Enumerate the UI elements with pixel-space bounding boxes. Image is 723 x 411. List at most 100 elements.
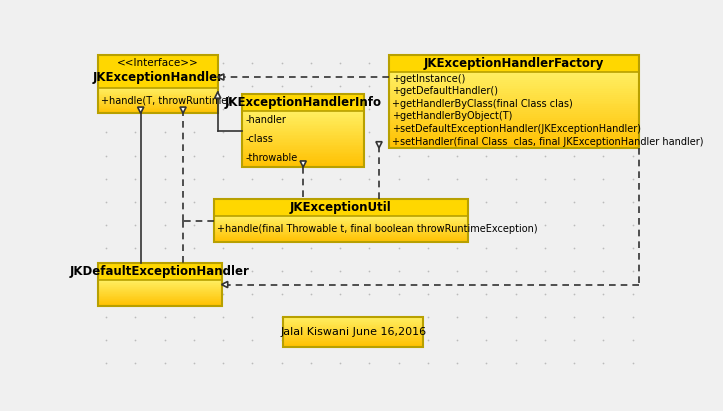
Polygon shape	[180, 107, 186, 113]
Bar	[214, 219, 468, 221]
Bar	[389, 84, 639, 86]
Bar	[242, 150, 364, 152]
Bar	[242, 131, 364, 132]
Bar	[389, 125, 639, 127]
Bar	[214, 225, 468, 226]
Polygon shape	[137, 107, 144, 113]
Bar	[98, 294, 221, 296]
Bar	[214, 238, 468, 239]
Text: JKDefaultExceptionHandler: JKDefaultExceptionHandler	[70, 266, 250, 278]
Bar	[98, 102, 218, 104]
Bar	[389, 144, 639, 146]
Bar	[214, 228, 468, 229]
Bar	[98, 280, 221, 282]
Bar	[242, 118, 364, 120]
Bar	[214, 229, 468, 230]
Polygon shape	[221, 282, 228, 288]
Bar	[98, 104, 218, 105]
Bar	[389, 78, 639, 81]
Bar	[98, 112, 218, 113]
Bar	[214, 232, 468, 233]
Bar	[389, 99, 639, 101]
Bar	[283, 346, 423, 347]
Polygon shape	[376, 142, 382, 148]
Bar	[242, 112, 364, 114]
Bar	[242, 146, 364, 148]
Bar	[389, 74, 639, 76]
Bar	[242, 114, 364, 115]
Bar	[389, 123, 639, 126]
Bar	[242, 141, 364, 142]
Bar	[214, 218, 468, 219]
Bar	[389, 118, 639, 120]
Bar	[98, 300, 221, 301]
Bar	[389, 135, 639, 137]
Bar	[389, 110, 639, 113]
Bar	[242, 164, 364, 166]
Bar	[389, 114, 639, 116]
Bar	[214, 220, 468, 221]
Bar	[98, 290, 221, 291]
Bar	[98, 100, 218, 101]
Bar	[283, 329, 423, 330]
Bar	[389, 76, 639, 79]
Text: +getInstance(): +getInstance()	[392, 74, 465, 84]
Bar	[283, 332, 423, 334]
Bar	[214, 199, 468, 217]
Bar	[389, 108, 639, 111]
Bar	[214, 236, 468, 237]
Bar	[98, 94, 218, 95]
Bar	[242, 134, 364, 135]
Bar	[283, 335, 423, 337]
Bar	[283, 320, 423, 321]
Polygon shape	[300, 161, 307, 167]
Bar	[389, 80, 639, 82]
Bar	[98, 111, 218, 112]
Bar	[283, 338, 423, 339]
Bar	[98, 104, 218, 105]
Bar	[214, 239, 468, 240]
Bar	[98, 287, 221, 288]
Bar	[389, 127, 639, 129]
Bar	[98, 282, 221, 283]
Bar	[214, 232, 468, 233]
Bar	[389, 101, 639, 103]
Bar	[283, 326, 423, 327]
Bar	[283, 328, 423, 329]
Bar	[283, 322, 423, 323]
Bar	[214, 233, 468, 234]
Bar	[98, 263, 221, 280]
Bar	[98, 289, 221, 290]
Bar	[389, 146, 639, 148]
Bar	[214, 199, 468, 242]
Bar	[98, 288, 221, 289]
Bar	[242, 125, 364, 127]
Bar	[389, 85, 639, 88]
Bar	[389, 131, 639, 133]
Bar	[283, 317, 423, 319]
Bar	[214, 230, 468, 231]
Bar	[214, 237, 468, 238]
Bar	[98, 301, 221, 302]
Bar	[389, 91, 639, 94]
Bar	[283, 343, 423, 344]
Bar	[389, 90, 639, 92]
Bar	[98, 109, 218, 110]
Bar	[242, 117, 364, 118]
Bar	[214, 224, 468, 225]
Bar	[98, 97, 218, 98]
Bar	[283, 341, 423, 342]
Bar	[214, 240, 468, 242]
Bar	[98, 293, 221, 294]
Bar	[98, 109, 218, 111]
Bar	[389, 106, 639, 109]
Bar	[389, 55, 639, 72]
Bar	[389, 122, 639, 124]
Text: -throwable: -throwable	[245, 153, 298, 163]
Bar	[389, 133, 639, 135]
Bar	[389, 82, 639, 84]
Bar	[98, 303, 221, 304]
Bar	[283, 333, 423, 335]
Bar	[283, 344, 423, 345]
Bar	[283, 319, 423, 320]
